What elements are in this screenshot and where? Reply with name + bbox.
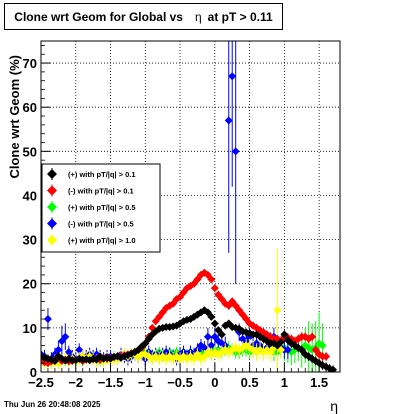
data-point <box>210 319 219 328</box>
x-tick-label: −1 <box>138 375 153 390</box>
x-tick-label: 1 <box>281 375 288 390</box>
y-tick-label: 10 <box>23 321 37 336</box>
data-point <box>228 72 237 81</box>
data-point <box>207 341 216 350</box>
data-point <box>207 312 216 321</box>
legend-label: (+) with pT/|q| > 0.5 <box>68 203 136 212</box>
chart-title: Clone wrt Geom for Global vs η at pT > 0… <box>4 3 283 30</box>
data-point <box>41 353 49 362</box>
legend-marker <box>47 202 57 212</box>
data-point <box>123 351 132 360</box>
legend-label: (+) with pT/|q| > 1.0 <box>68 236 136 245</box>
timestamp-footer: Thu Jun 26 20:48:08 2025 <box>4 400 101 409</box>
data-point <box>203 332 212 341</box>
data-point <box>75 345 84 354</box>
data-point <box>308 332 317 341</box>
axis-layer: −2.5 −2 −1.5 −1 −0.5 0 0.5 1 1.5 0 10 20 30 40 50 60 70 <box>23 45 341 390</box>
x-tick-label: −2.5 <box>28 375 54 390</box>
chart-title-part1: Clone wrt Geom for Global vs <box>14 9 183 24</box>
legend-label: (-) with pT/|q| > 0.1 <box>68 187 134 196</box>
data-point <box>61 332 70 341</box>
x-axis-label: η <box>330 398 338 414</box>
plot-frame <box>40 40 341 373</box>
chart-title-part2: at pT > 0.11 <box>207 9 273 24</box>
y-tick-label: 30 <box>23 233 37 248</box>
data-point <box>43 315 52 324</box>
data-point <box>231 147 240 156</box>
data-point <box>217 330 226 339</box>
y-tick-label: 40 <box>23 188 37 203</box>
data-point <box>224 116 233 125</box>
y-axis-label: Clone wrt Geom (%) <box>7 55 22 179</box>
data-point <box>322 352 331 361</box>
chart-title-eta-symbol: η <box>194 9 202 24</box>
data-point <box>50 356 59 365</box>
data-point <box>41 358 49 367</box>
legend-marker <box>47 185 57 196</box>
x-tick-label: 1.5 <box>310 375 328 390</box>
x-tick-label: 0 <box>211 375 218 390</box>
legend-label: (-) with pT/|q| > 0.5 <box>68 220 134 229</box>
data-point <box>280 330 289 339</box>
y-tick-label: 50 <box>23 144 37 159</box>
data-point <box>54 345 63 354</box>
y-tick-label: 0 <box>30 365 37 380</box>
x-tick-label: −0.5 <box>167 375 193 390</box>
data-layer <box>41 41 338 372</box>
data-point <box>318 341 327 350</box>
legend-box <box>41 163 161 253</box>
data-point <box>283 345 292 354</box>
legend-label: (+) with pT/|q| > 0.1 <box>68 170 136 179</box>
legend-marker <box>47 218 57 229</box>
legend-marker <box>47 235 57 245</box>
x-tick-label: −2 <box>68 375 83 390</box>
x-tick-label: 0.5 <box>241 375 259 390</box>
series-0 <box>41 306 338 372</box>
legend: (+) with pT/|q| > 0.1 (-) with pT/|q| > 0… <box>41 163 161 253</box>
data-point <box>276 337 285 346</box>
legend-marker <box>47 169 57 179</box>
y-tick-label: 60 <box>23 100 37 115</box>
y-tick-label: 20 <box>23 277 37 292</box>
x-tick-label: −1.5 <box>98 375 124 390</box>
data-point <box>207 275 216 284</box>
y-tick-label: 70 <box>23 56 37 71</box>
data-point <box>273 306 282 315</box>
data-point <box>210 284 219 293</box>
